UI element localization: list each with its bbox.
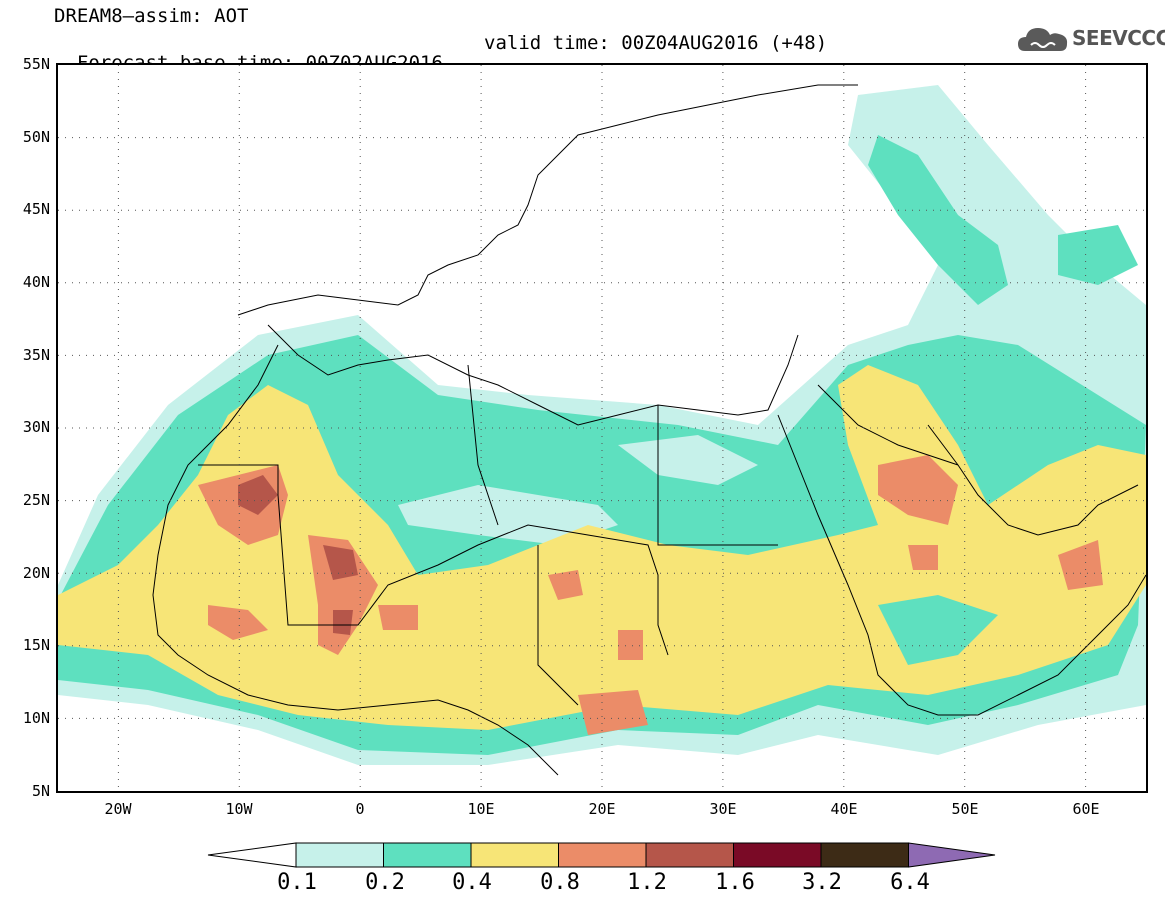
lat-label: 25N [22,491,50,509]
aot-field-1.2 [323,545,358,580]
colorbar-segment [820,842,909,868]
lon-label: 60E [1072,800,1100,818]
border [198,464,669,656]
aot-field-0.8 [578,690,648,735]
lon-label: 0 [355,800,365,818]
border [537,545,579,706]
aot-field-0.8 [378,605,418,630]
colorbar-label: 0.1 [277,870,317,895]
colorbar-label: 0.4 [452,870,492,895]
colorbar-segment [908,842,996,868]
colorbar-segment [383,842,472,868]
lat-label: 30N [22,418,50,436]
aot-field-0.2 [878,595,998,665]
lon-label: 10W [225,800,253,818]
lat-label: 20N [22,564,50,582]
colorbar-segment [733,842,822,868]
lat-label: 35N [22,346,50,364]
seevccc-logo: SEEVCCC [1017,22,1165,56]
lat-label: 15N [22,636,50,654]
lat-label: 50N [22,128,50,146]
colorbar-segment [207,842,297,868]
colorbar-label: 0.2 [365,870,405,895]
colorbar-label: 1.6 [715,870,755,895]
coastline [777,414,1146,716]
colorbar-label: 3.2 [802,870,842,895]
aot-field-0.8 [878,455,958,525]
coastline [152,344,559,776]
lat-label: 55N [22,55,50,73]
coastline [237,84,858,316]
aot-field-0.8 [908,545,938,570]
lat-label: 10N [22,709,50,727]
aot-map [56,63,1148,793]
colorbar-label: 6.4 [890,870,930,895]
border [467,364,499,526]
lat-label: 45N [22,200,50,218]
map-title: DREAM8–assim: AOT [54,5,249,27]
colorbar-segment [470,842,559,868]
aot-field-1.2 [333,610,353,635]
aot-field-0.8 [1058,540,1103,590]
lat-label: 5N [31,782,50,800]
lon-label: 30E [709,800,737,818]
colorbar-label: 0.8 [540,870,580,895]
colorbar-segment [558,842,647,868]
aot-field-0.8 [548,570,583,600]
cloud-icon [1018,28,1068,51]
lon-label: 10E [467,800,495,818]
aot-field-0.1 [618,435,758,485]
aot-field-0.8 [208,605,268,640]
aot-field-0.1 [398,485,618,545]
aot-field-1.2 [238,475,278,515]
aot-field-0.2 [868,135,1008,305]
aot-field-0.2 [1058,225,1138,285]
border [657,405,778,546]
coastline [267,324,799,426]
lon-label: 20W [104,800,132,818]
colorbar-segment [295,842,384,868]
lon-label: 40E [830,800,858,818]
colorbar-label: 1.2 [627,870,667,895]
aot-field-0.8 [618,630,643,660]
logo-text: SEEVCCC [1072,26,1165,50]
valid-time-text: valid time: 00Z04AUG2016 (+48) [484,32,828,54]
lon-label: 20E [588,800,616,818]
coastline [927,424,1139,536]
lat-label: 40N [22,273,50,291]
lon-label: 50E [951,800,979,818]
border [817,384,959,466]
colorbar-segment [645,842,734,868]
